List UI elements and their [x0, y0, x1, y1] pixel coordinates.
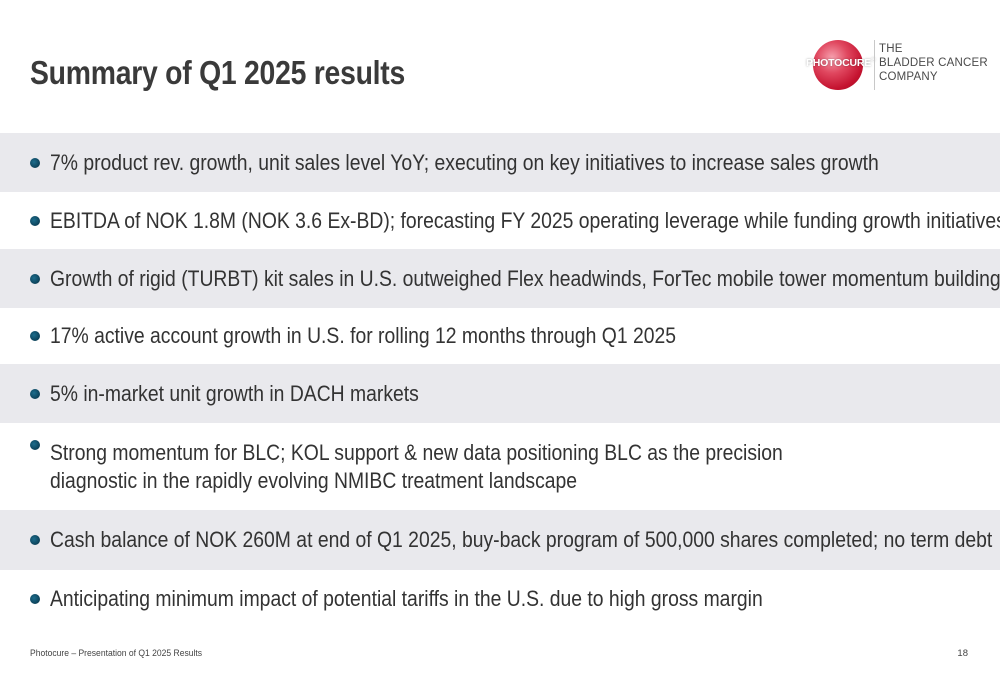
bullet-row: EBITDA of NOK 1.8M (NOK 3.6 Ex-BD); fore…	[0, 192, 1000, 249]
logo-tagline: THE BLADDER CANCER COMPANY	[879, 42, 988, 84]
bullet-list: 7% product rev. growth, unit sales level…	[0, 133, 1000, 628]
bullet-icon	[30, 331, 40, 341]
logo-wordmark: PHOTOCURE®	[806, 57, 876, 69]
photocure-logo: PHOTOCURE® THE BLADDER CANCER COMPANY	[806, 38, 988, 94]
logo-tagline-line: COMPANY	[879, 71, 938, 83]
bullet-text: 7% product rev. growth, unit sales level…	[50, 149, 879, 175]
bullet-icon	[30, 535, 40, 545]
logo-divider	[874, 40, 875, 90]
logo-tagline-line: BLADDER CANCER	[879, 57, 988, 69]
bullet-icon	[30, 594, 40, 604]
bullet-icon	[30, 440, 40, 450]
bullet-row: 17% active account growth in U.S. for ro…	[0, 308, 1000, 364]
logo-tagline-line: THE	[879, 43, 903, 55]
bullet-icon	[30, 273, 40, 284]
bullet-text: Cash balance of NOK 260M at end of Q1 20…	[50, 527, 993, 552]
bullet-row: Cash balance of NOK 260M at end of Q1 20…	[0, 510, 1000, 570]
bullet-row: Anticipating minimum impact of potential…	[0, 570, 1000, 628]
logo-sphere-icon	[813, 40, 863, 90]
bullet-row: 7% product rev. growth, unit sales level…	[0, 133, 1000, 192]
bullet-icon	[30, 215, 40, 226]
bullet-text: Anticipating minimum impact of potential…	[50, 586, 763, 611]
bullet-text: 17% active account growth in U.S. for ro…	[50, 323, 677, 348]
slide-title: Summary of Q1 2025 results	[30, 54, 406, 91]
bullet-text: Growth of rigid (TURBT) kit sales in U.S…	[50, 265, 1000, 291]
bullet-text: EBITDA of NOK 1.8M (NOK 3.6 Ex-BD); fore…	[50, 207, 1000, 233]
bullet-row: 5% in-market unit growth in DACH markets	[0, 364, 1000, 423]
bullet-icon	[30, 388, 40, 399]
bullet-row: Growth of rigid (TURBT) kit sales in U.S…	[0, 249, 1000, 308]
bullet-icon	[30, 157, 40, 168]
footer-caption: Photocure – Presentation of Q1 2025 Resu…	[30, 648, 203, 659]
bullet-row: Strong momentum for BLC; KOL support & n…	[0, 423, 1000, 510]
page-number: 18	[957, 648, 968, 659]
bullet-text: Strong momentum for BLC; KOL support & n…	[50, 439, 783, 493]
bullet-text: 5% in-market unit growth in DACH markets	[50, 380, 419, 406]
